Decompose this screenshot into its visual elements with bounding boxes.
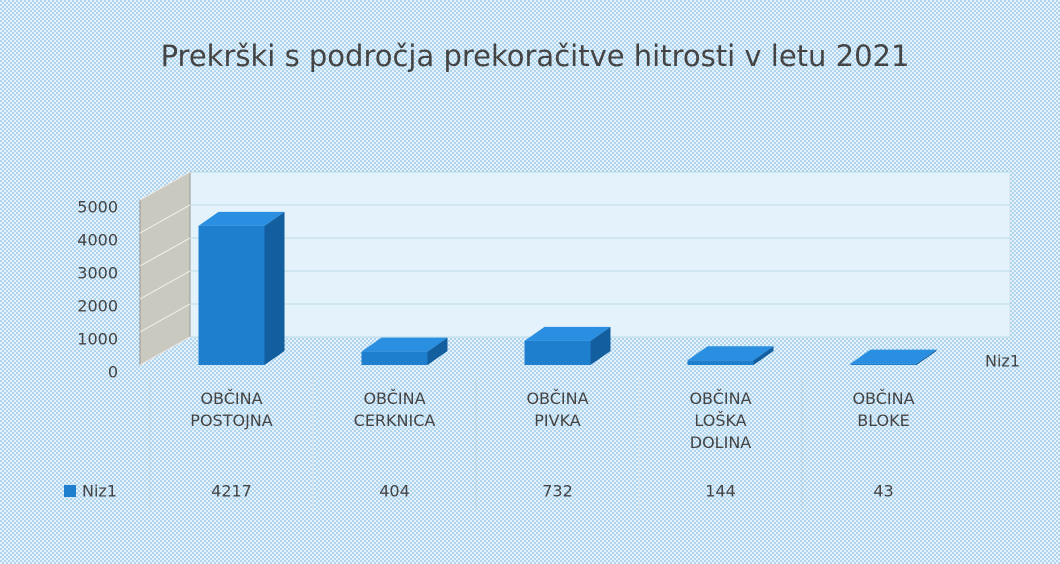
bar-side xyxy=(427,337,448,365)
bar-top xyxy=(361,337,448,352)
data-table-value: 144 xyxy=(705,482,736,501)
x-tick-label: OBČINA LOŠKA DOLINA xyxy=(689,389,752,452)
bar-front xyxy=(361,351,428,365)
bar xyxy=(687,346,774,365)
y-tick-label: 4000 xyxy=(77,231,118,250)
x-tick-label: OBČINA BLOKE xyxy=(852,389,915,430)
bar-front xyxy=(850,363,917,365)
bar xyxy=(850,349,937,365)
y-tick-label: 3000 xyxy=(77,264,118,283)
grid-line-side xyxy=(139,237,191,267)
x-tick-label: OBČINA POSTOJNA xyxy=(190,389,273,430)
bar-top xyxy=(850,349,937,364)
depth-axis-label: Niz1 xyxy=(985,352,1020,371)
y-tick-label: 1000 xyxy=(77,330,118,349)
grid-line-side xyxy=(139,204,191,234)
data-table-value: 404 xyxy=(379,482,410,501)
bar xyxy=(198,211,285,365)
back-wall xyxy=(189,171,1011,338)
bar-front xyxy=(198,225,265,365)
bar-front xyxy=(687,360,754,365)
grid-line-side xyxy=(139,303,191,333)
bar-front xyxy=(524,340,591,365)
grid-line-side xyxy=(139,336,191,366)
data-table-value: 4217 xyxy=(211,482,252,501)
bar-side xyxy=(590,326,611,365)
bar xyxy=(361,337,448,365)
data-table-value: 732 xyxy=(542,482,573,501)
bar xyxy=(524,326,611,365)
bar-side xyxy=(916,349,937,365)
grid-line-side xyxy=(139,270,191,300)
legend-label: Niz1 xyxy=(82,482,117,501)
y-tick-label: 0 xyxy=(108,363,118,382)
y-tick-label: 5000 xyxy=(77,198,118,217)
x-tick-label: OBČINA PIVKA xyxy=(526,389,589,430)
x-tick-label: OBČINA CERKNICA xyxy=(353,389,436,430)
legend-swatch xyxy=(64,485,76,497)
grid-line-side xyxy=(139,171,191,201)
bar-side xyxy=(264,211,285,365)
side-wall xyxy=(139,171,191,366)
y-tick-label: 2000 xyxy=(77,297,118,316)
chart-title: Prekrški s področja prekoračitve hitrost… xyxy=(161,39,910,73)
bar-top xyxy=(198,211,285,226)
bar-top xyxy=(687,346,774,361)
data-table-value: 43 xyxy=(873,482,893,501)
bar-side xyxy=(753,346,774,365)
bar-top xyxy=(524,326,611,341)
